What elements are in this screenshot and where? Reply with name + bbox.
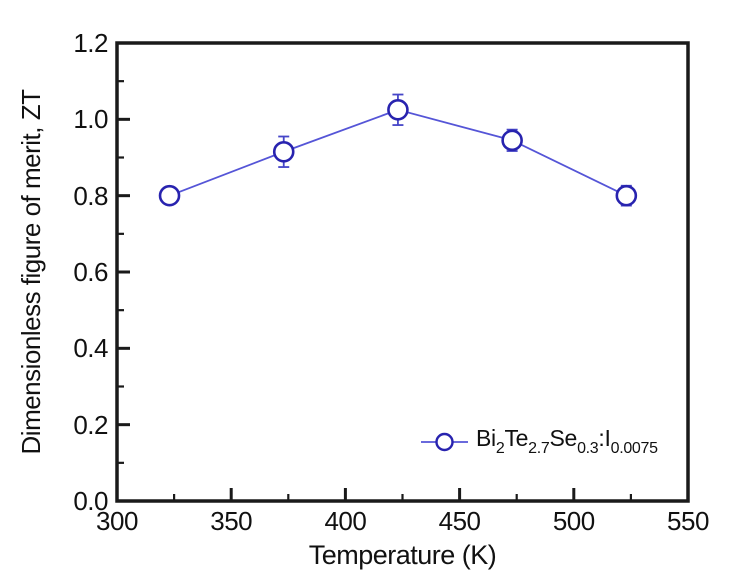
y-tick-label: 0.8 (73, 180, 108, 211)
legend-label-text: Te (504, 425, 529, 451)
legend-label: Bi2Te2.7Se0.3:I0.0075 (476, 424, 658, 457)
x-tick-label: 300 (96, 506, 138, 536)
y-axis-title: Dimensionless figure of merit, ZT (16, 89, 46, 455)
x-tick-label: 500 (552, 506, 595, 536)
legend-label-text: :I (598, 425, 611, 451)
legend-label-subscript: 0.3 (577, 440, 599, 457)
y-tick-label: 1.0 (73, 104, 108, 135)
x-tick-label: 550 (667, 506, 709, 536)
x-tick-label: 450 (438, 506, 481, 536)
y-tick-label: 0.0 (73, 486, 108, 516)
x-tick-label: 350 (210, 506, 253, 536)
data-point-marker (272, 140, 295, 163)
data-point-marker (615, 184, 638, 207)
legend-label-subscript: 2.7 (528, 440, 550, 457)
data-point-marker (387, 98, 409, 121)
data-point-marker (501, 129, 523, 152)
x-axis-title: Temperature (K) (308, 540, 497, 570)
x-tick-label: 400 (324, 506, 367, 536)
data-point-marker (158, 184, 181, 207)
legend-label-subscript: 2 (495, 440, 505, 457)
legend-label-text: Bi (476, 425, 496, 451)
legend-label-text: Se (549, 425, 578, 451)
y-tick-label: 0.4 (73, 333, 108, 364)
legend-marker-sample (435, 432, 454, 452)
y-tick-label: 0.2 (73, 409, 108, 440)
plot-frame (115, 41, 690, 503)
y-tick-label: 0.6 (73, 257, 108, 287)
legend-label-subscript: 0.0075 (610, 440, 658, 457)
y-tick-label: 1.2 (73, 28, 108, 58)
